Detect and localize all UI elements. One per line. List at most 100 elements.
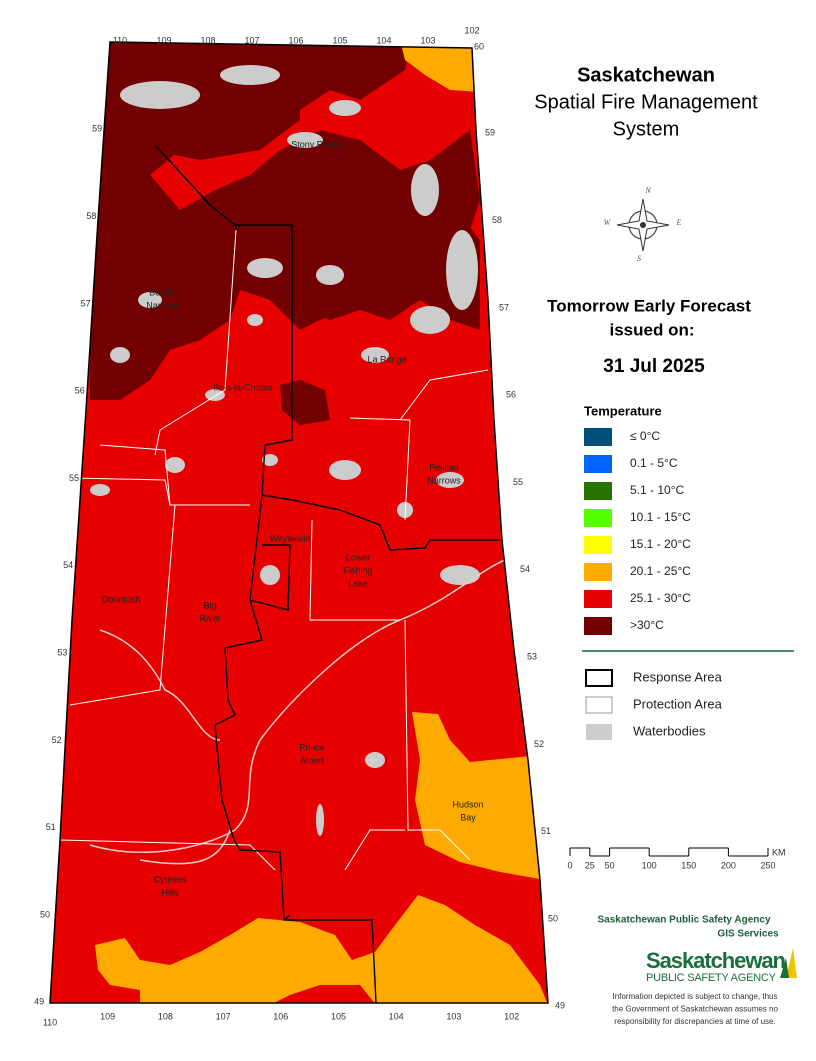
response-area-boundary (283, 914, 291, 921)
waterbody (316, 265, 344, 285)
place-label: Hills (162, 887, 179, 897)
latitude-label: 59 (92, 124, 102, 134)
latitude-label: 54 (520, 564, 530, 574)
latitude-label: 57 (81, 298, 91, 308)
legend-label: Protection Area (633, 696, 723, 711)
forecast-heading: Tomorrow Early Forecast (547, 296, 751, 315)
longitude-label: 105 (332, 35, 347, 45)
longitude-label: 108 (158, 1011, 173, 1021)
longitude-label: 109 (156, 35, 171, 45)
legend-label: 20.1 - 25°C (630, 564, 691, 578)
latitude-label: 52 (52, 735, 62, 745)
legend-swatch (584, 482, 612, 500)
latitude-label: 53 (527, 651, 537, 661)
scale-unit: KM (772, 847, 786, 857)
latitude-label: 51 (541, 826, 551, 836)
longitude-label: 110 (113, 35, 127, 45)
latitude-label: 51 (46, 822, 56, 832)
protection-area-boundary (154, 229, 237, 456)
legend-label: 25.1 - 30°C (630, 591, 691, 605)
waterbody (220, 65, 280, 85)
waterbody (205, 389, 225, 401)
legend-swatch (584, 455, 612, 473)
river (139, 829, 231, 865)
logo-mark (780, 958, 789, 978)
latitude-label: 49 (34, 997, 44, 1007)
waterbody (329, 460, 361, 480)
place-label: Bay (460, 812, 476, 822)
waterbody (165, 457, 185, 473)
title: Saskatchewan (577, 64, 715, 86)
protection-area-boundary (349, 417, 411, 521)
waterbody (411, 164, 439, 216)
response-area-boundary (249, 494, 291, 611)
compass-letter: N (644, 186, 651, 195)
place-label: Pelican (429, 462, 459, 472)
scale-label: 25 (585, 860, 595, 870)
latitude-label: 56 (75, 386, 85, 396)
legend-swatch (584, 590, 612, 608)
logo-mark (786, 948, 797, 978)
legend-label: ≤ 0°C (630, 429, 660, 443)
forecast-issued: issued on: (609, 320, 694, 339)
scale-label: 250 (760, 860, 775, 870)
latitude-label: 53 (57, 647, 67, 657)
place-label: Ile-a-la-Crosse (213, 382, 272, 392)
legend-swatch (584, 428, 612, 446)
disclaimer: the Government of Saskatchewan assumes n… (612, 1005, 778, 1014)
compass-letter: W (604, 218, 612, 227)
compass-center (640, 222, 646, 228)
place-label: La Ronge (367, 354, 406, 364)
agency-unit: GIS Services (717, 929, 779, 940)
legend-swatch (584, 509, 612, 527)
waterbody (262, 454, 278, 466)
place-label: Narrows (427, 475, 461, 485)
protection-area-boundary (344, 829, 405, 871)
protection-area-boundary (59, 839, 276, 871)
waterbody (361, 347, 389, 363)
protection-area-boundary (99, 444, 171, 506)
longitude-label: 110 (43, 1017, 57, 1027)
place-label: River (199, 613, 220, 623)
longitude-label: 103 (446, 1011, 461, 1021)
latitude-label: 60 (474, 41, 484, 51)
legend-label: 0.1 - 5°C (630, 456, 678, 470)
legend-swatch (584, 536, 612, 554)
legend-label: 5.1 - 10°C (630, 483, 684, 497)
latitude-label: 58 (86, 211, 96, 221)
latitude-label: 54 (63, 560, 73, 570)
forecast-date: 31 Jul 2025 (603, 356, 705, 377)
compass-letter: E (676, 218, 682, 227)
river (89, 559, 506, 853)
waterbody (138, 292, 162, 308)
latitude-label: 50 (40, 909, 50, 919)
response-area-boundary (154, 144, 500, 551)
protection-area-boundary (404, 619, 471, 861)
subtitle: System (613, 118, 680, 140)
waterbody (110, 347, 130, 363)
place-label: Buffalo (149, 287, 177, 297)
legend-label: 10.1 - 15°C (630, 510, 691, 524)
legend-swatch (585, 696, 613, 714)
legend-label: Response Area (633, 669, 723, 684)
protection-area-boundary (399, 369, 489, 421)
latitude-label: 49 (555, 1001, 565, 1011)
scale-label: 50 (605, 860, 615, 870)
longitude-label: 104 (376, 35, 391, 45)
latitude-label: 55 (69, 473, 79, 483)
place-label: Hudson (452, 799, 483, 809)
latitude-label: 52 (534, 739, 544, 749)
scale-label: 100 (642, 860, 657, 870)
latitude-label: 50 (548, 913, 558, 923)
legend-swatch (584, 617, 612, 635)
latitude-label: 59 (485, 128, 495, 138)
temperature-zone (95, 895, 548, 1003)
scale-label: 200 (721, 860, 736, 870)
response-area-boundary (214, 599, 377, 1003)
waterbody (90, 484, 110, 496)
legend-label: >30°C (630, 618, 664, 632)
latitude-label: 55 (513, 477, 523, 487)
province-outline (49, 41, 549, 1004)
